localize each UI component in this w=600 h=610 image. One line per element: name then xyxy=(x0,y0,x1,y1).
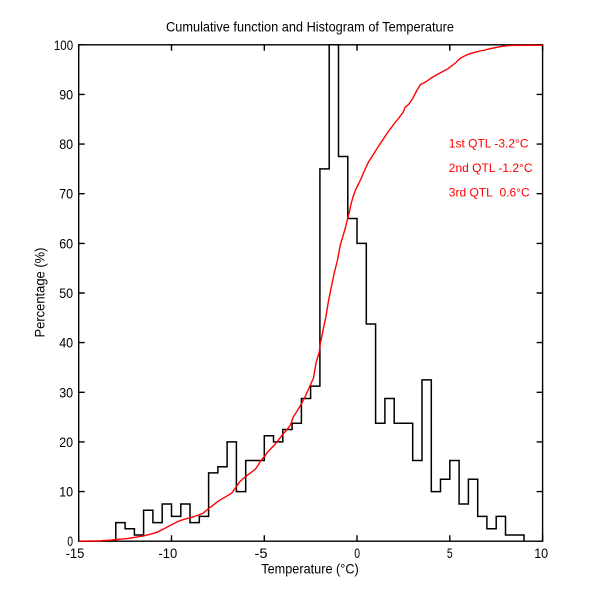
svg-text:80: 80 xyxy=(59,136,73,152)
svg-text:5: 5 xyxy=(447,545,453,561)
svg-text:Temperature (°C): Temperature (°C) xyxy=(261,561,359,577)
svg-text:70: 70 xyxy=(59,186,73,202)
svg-text:60: 60 xyxy=(59,235,73,251)
svg-text:-10: -10 xyxy=(158,545,177,561)
svg-text:2nd QTL -1.2°C: 2nd QTL -1.2°C xyxy=(449,161,533,175)
svg-text:20: 20 xyxy=(59,434,73,450)
svg-text:50: 50 xyxy=(59,285,73,301)
svg-text:-5: -5 xyxy=(255,545,268,561)
svg-text:10: 10 xyxy=(534,545,548,561)
svg-text:3rd QTL 0.6°C: 3rd QTL 0.6°C xyxy=(449,186,530,200)
svg-text:90: 90 xyxy=(59,86,73,102)
svg-text:1st QTL -3.2°C: 1st QTL -3.2°C xyxy=(449,137,529,151)
svg-text:Cumulative function and Histog: Cumulative function and Histogram of Tem… xyxy=(166,18,454,34)
svg-text:0: 0 xyxy=(354,545,360,561)
svg-text:30: 30 xyxy=(59,384,73,400)
svg-text:0: 0 xyxy=(67,533,73,549)
svg-text:Percentage (%): Percentage (%) xyxy=(32,248,48,338)
svg-text:100: 100 xyxy=(54,37,73,53)
svg-text:40: 40 xyxy=(59,335,73,351)
svg-text:10: 10 xyxy=(59,484,73,500)
svg-text:-15: -15 xyxy=(66,545,85,561)
